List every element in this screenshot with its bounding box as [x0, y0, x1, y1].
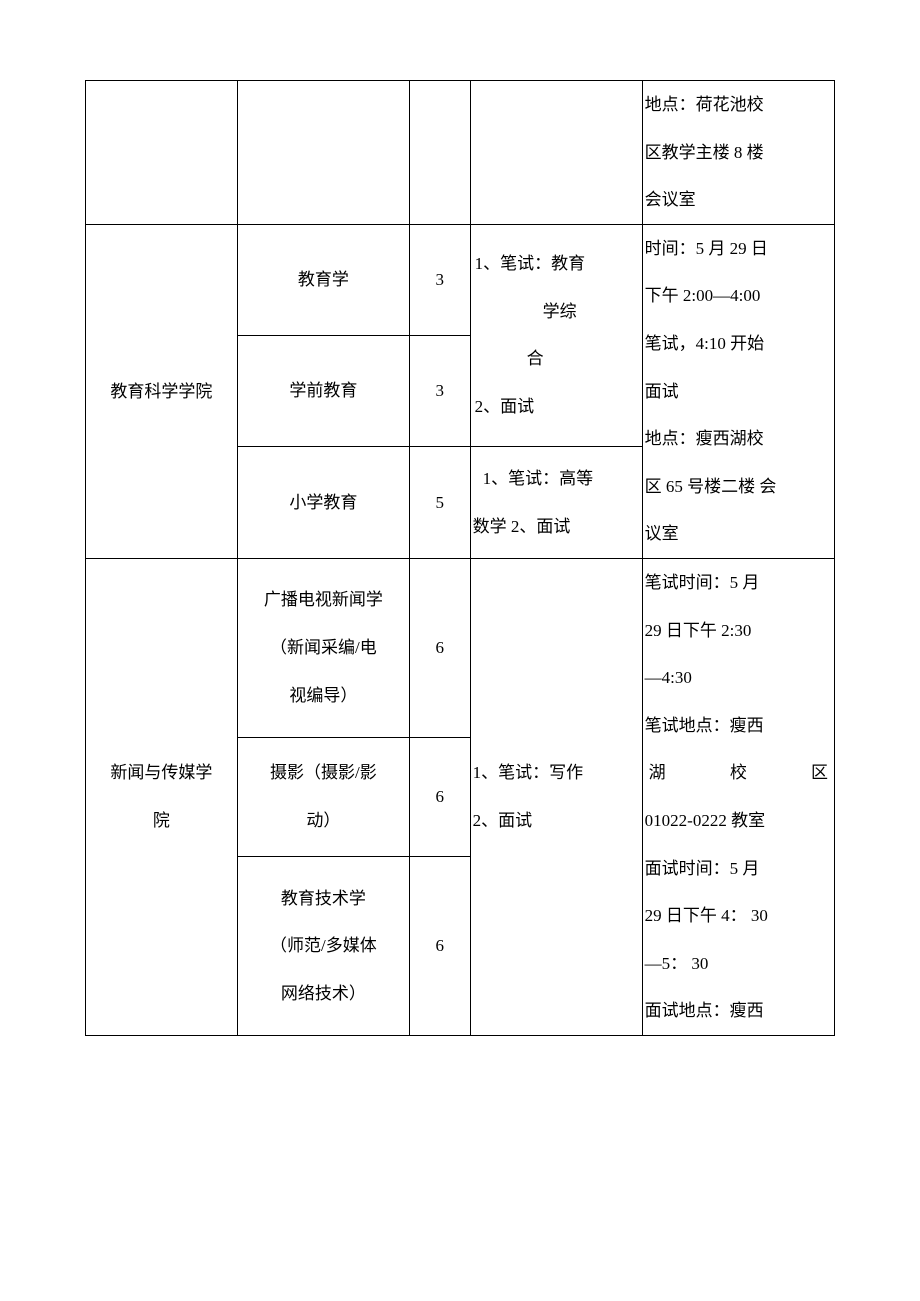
cell-major: 教育学	[237, 224, 409, 335]
cell-dept: 教育科学学院	[86, 224, 238, 558]
cell-dept: 新闻与传媒学 院	[86, 558, 238, 1035]
dept-text: 院	[88, 797, 235, 845]
cell-major: 摄影（摄影/影 动）	[237, 737, 409, 857]
major-text: 广播电视新闻学	[240, 576, 407, 624]
schedule-table: 地点：荷花池校 区教学主楼 8 楼 会议室 教育科学学院 教育学 3 1、笔试：…	[85, 80, 835, 1036]
venue-text: 笔试地点：瘦西	[645, 702, 832, 750]
major-text: （师范/多媒体	[240, 922, 407, 970]
major-text: 动）	[240, 797, 407, 845]
cell-count: 3	[409, 335, 470, 446]
venue-text: 笔试，4:10 开始	[645, 320, 832, 368]
exam-text: 学综	[473, 288, 640, 336]
venue-text: 时间：5 月 29 日	[645, 225, 832, 273]
cell-exam: 1、笔试：教育 学综 合 2、面试	[470, 224, 642, 446]
dept-text: 新闻与传媒学	[88, 749, 235, 797]
exam-text: 2、面试	[473, 797, 640, 845]
exam-text: 2、面试	[473, 383, 640, 431]
venue-text: 区教学主楼 8 楼	[645, 129, 832, 177]
exam-text: 1、笔试：写作	[473, 749, 640, 797]
major-text: 摄影（摄影/影	[240, 749, 407, 797]
exam-text: 1、笔试：高等	[473, 455, 640, 503]
table-row: 新闻与传媒学 院 广播电视新闻学 （新闻采编/电 视编导） 6 1、笔试：写作 …	[86, 558, 835, 737]
cell-major: 学前教育	[237, 335, 409, 446]
venue-text: 地点：瘦西湖校	[645, 415, 832, 463]
cell-exam	[470, 81, 642, 225]
cell-major	[237, 81, 409, 225]
cell-count	[409, 81, 470, 225]
cell-major: 广播电视新闻学 （新闻采编/电 视编导）	[237, 558, 409, 737]
venue-text: 面试时间：5 月	[645, 845, 832, 893]
venue-text: —5： 30	[645, 940, 832, 988]
cell-major: 小学教育	[237, 447, 409, 559]
table-row: 地点：荷花池校 区教学主楼 8 楼 会议室	[86, 81, 835, 225]
cell-count: 6	[409, 857, 470, 1036]
cell-venue: 地点：荷花池校 区教学主楼 8 楼 会议室	[642, 81, 834, 225]
cell-count: 3	[409, 224, 470, 335]
venue-text: 29 日下午 2:30	[645, 607, 832, 655]
major-text: （新闻采编/电	[240, 624, 407, 672]
venue-text: 议室	[645, 510, 832, 558]
cell-exam: 1、笔试：写作 2、面试	[470, 558, 642, 1035]
cell-count: 6	[409, 737, 470, 857]
cell-major: 教育技术学 （师范/多媒体 网络技术）	[237, 857, 409, 1036]
cell-exam: 1、笔试：高等 数学 2、面试	[470, 447, 642, 559]
table-row: 教育科学学院 教育学 3 1、笔试：教育 学综 合 2、面试 时间：5 月 29…	[86, 224, 835, 335]
cell-count: 6	[409, 558, 470, 737]
venue-text: 面试	[645, 368, 832, 416]
venue-text: 区 65 号楼二楼 会	[645, 463, 832, 511]
major-text: 视编导）	[240, 672, 407, 720]
major-text: 教育技术学	[240, 875, 407, 923]
venue-text: 湖校区	[645, 749, 832, 797]
exam-text: 数学 2、面试	[473, 503, 640, 551]
exam-text: 1、笔试：教育	[473, 240, 640, 288]
cell-venue: 笔试时间：5 月 29 日下午 2:30 —4:30 笔试地点：瘦西 湖校区 0…	[642, 558, 834, 1035]
venue-text: 01022-0222 教室	[645, 797, 832, 845]
venue-text: 下午 2:00—4:00	[645, 272, 832, 320]
venue-text: 29 日下午 4： 30	[645, 892, 832, 940]
exam-text: 合	[473, 335, 640, 383]
major-text: 网络技术）	[240, 970, 407, 1018]
cell-dept	[86, 81, 238, 225]
venue-text: —4:30	[645, 654, 832, 702]
cell-venue: 时间：5 月 29 日 下午 2:00—4:00 笔试，4:10 开始 面试 地…	[642, 224, 834, 558]
venue-text: 笔试时间：5 月	[645, 559, 832, 607]
cell-count: 5	[409, 447, 470, 559]
venue-text: 会议室	[645, 176, 832, 224]
venue-text: 地点：荷花池校	[645, 81, 832, 129]
venue-text: 面试地点：瘦西	[645, 987, 832, 1035]
